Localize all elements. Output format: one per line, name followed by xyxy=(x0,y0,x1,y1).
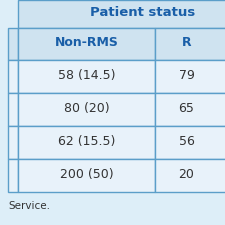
Bar xyxy=(8,60,18,93)
Text: 79: 79 xyxy=(179,69,194,82)
Bar xyxy=(155,159,225,192)
Bar xyxy=(18,28,155,60)
Text: 56: 56 xyxy=(179,135,194,148)
Text: 20: 20 xyxy=(179,168,194,181)
Text: 65: 65 xyxy=(179,102,194,115)
Bar xyxy=(8,28,18,60)
Text: Service.: Service. xyxy=(8,201,50,211)
Bar xyxy=(8,159,18,192)
Text: 80 (20): 80 (20) xyxy=(64,102,109,115)
Bar xyxy=(155,93,225,126)
Bar xyxy=(155,126,225,159)
Bar xyxy=(18,60,155,93)
Bar xyxy=(18,126,155,159)
Bar xyxy=(18,93,155,126)
Bar xyxy=(8,126,18,159)
Bar xyxy=(155,60,225,93)
Text: R: R xyxy=(182,36,191,50)
Text: Non-RMS: Non-RMS xyxy=(54,36,118,50)
Text: Patient status: Patient status xyxy=(90,7,196,20)
Bar xyxy=(155,28,225,60)
Bar xyxy=(8,93,18,126)
Text: 58 (14.5): 58 (14.5) xyxy=(58,69,115,82)
Text: 62 (15.5): 62 (15.5) xyxy=(58,135,115,148)
Bar xyxy=(18,0,225,28)
Bar xyxy=(18,159,155,192)
Text: 200 (50): 200 (50) xyxy=(60,168,113,181)
